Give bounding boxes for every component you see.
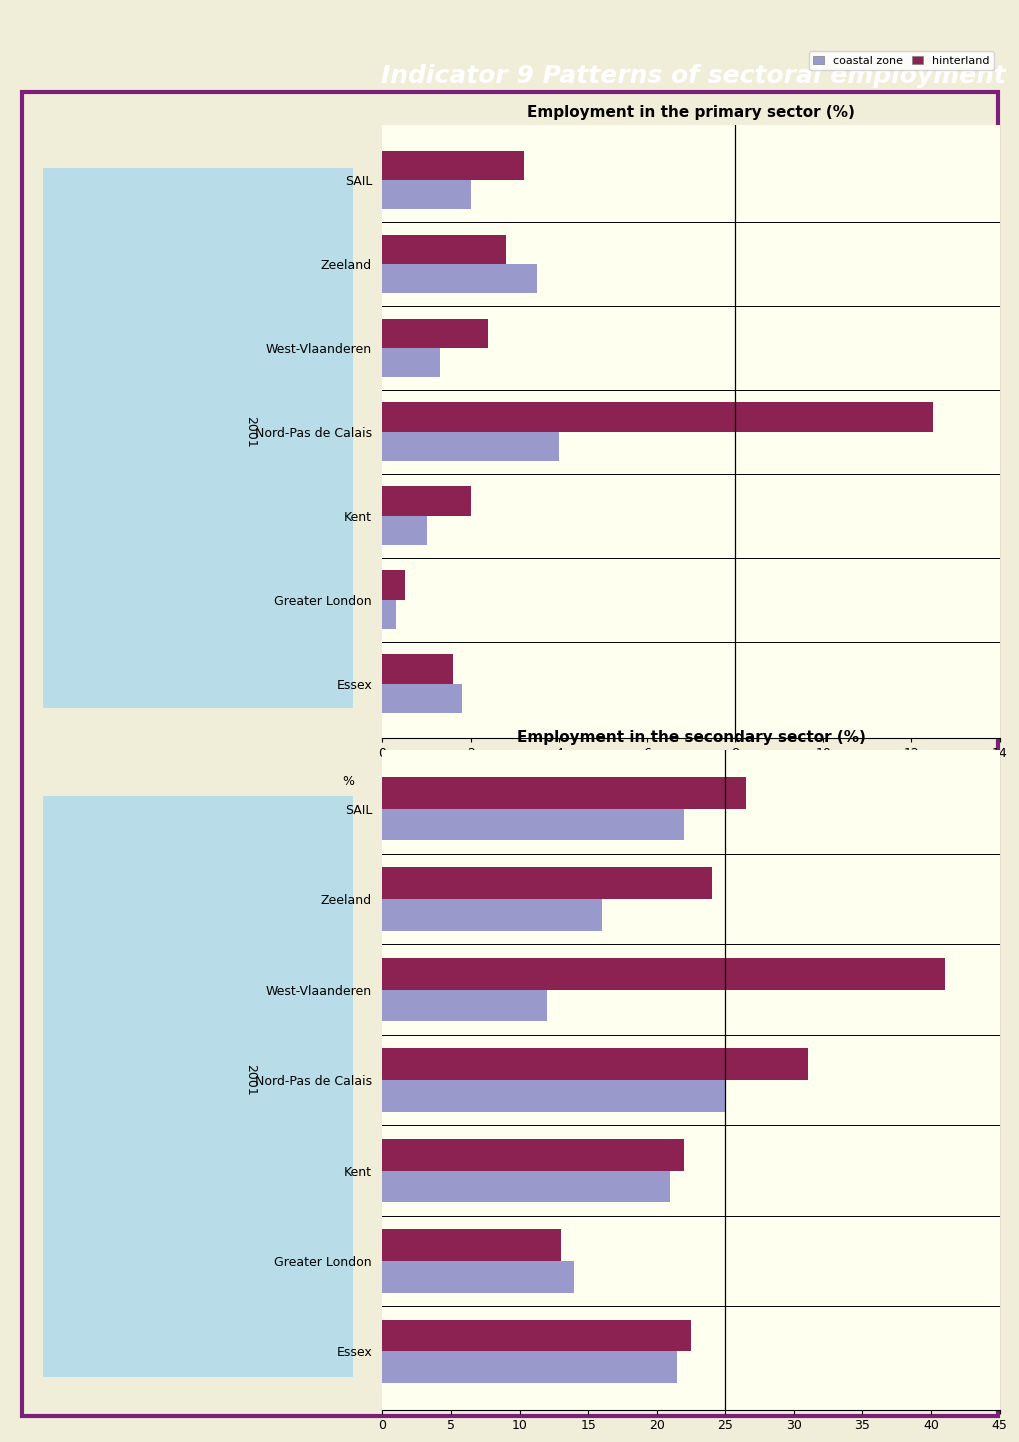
Bar	[382, 1171, 669, 1203]
Bar	[382, 402, 932, 431]
Bar	[382, 957, 944, 989]
Bar	[382, 319, 488, 348]
Bar	[382, 1351, 677, 1383]
Bar	[382, 989, 546, 1021]
Bar	[43, 796, 353, 1377]
Bar	[382, 1230, 560, 1260]
Y-axis label: 2001: 2001	[244, 1064, 257, 1096]
Y-axis label: 2001: 2001	[244, 415, 257, 448]
Bar	[382, 777, 745, 809]
Bar	[382, 264, 536, 293]
Bar	[382, 516, 426, 545]
Bar	[382, 600, 395, 629]
Bar	[382, 1139, 684, 1171]
Bar	[382, 1319, 691, 1351]
Bar	[382, 809, 684, 841]
Bar	[382, 150, 523, 180]
Bar	[382, 900, 601, 930]
Bar	[382, 1048, 807, 1080]
Bar	[382, 180, 470, 209]
Bar	[382, 684, 462, 714]
Bar	[382, 1080, 725, 1112]
Title: Employment in the secondary sector (%): Employment in the secondary sector (%)	[516, 730, 865, 744]
Bar	[382, 235, 505, 264]
Bar	[382, 655, 452, 684]
Bar	[382, 486, 470, 516]
Text: %: %	[342, 774, 354, 789]
Bar	[382, 571, 405, 600]
Bar	[382, 868, 711, 900]
Title: Employment in the primary sector (%): Employment in the primary sector (%)	[527, 105, 854, 120]
Text: Indicator 9 Patterns of sectoral employment: Indicator 9 Patterns of sectoral employm…	[381, 65, 1005, 88]
Bar	[382, 1260, 574, 1292]
Legend: coastal zone, hinterland: coastal zone, hinterland	[808, 52, 994, 71]
Bar	[382, 431, 558, 461]
Bar	[43, 169, 353, 708]
Bar	[382, 348, 439, 378]
